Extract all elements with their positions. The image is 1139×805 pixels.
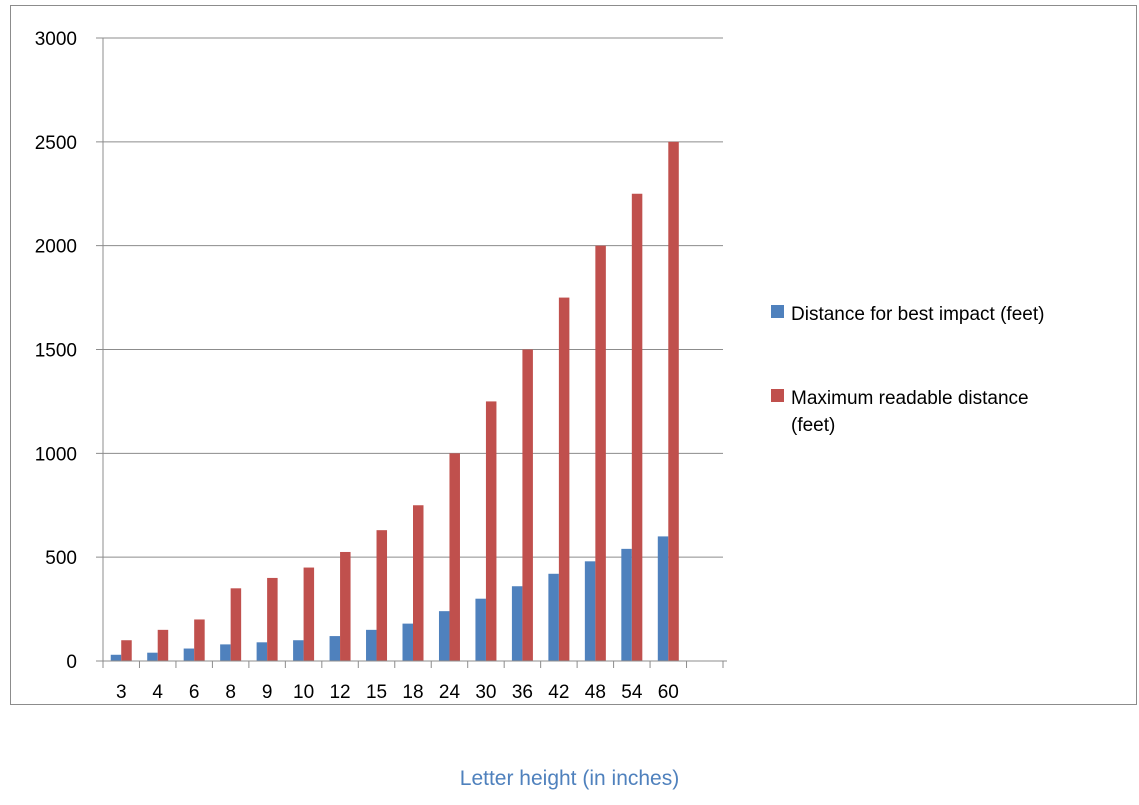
x-tick-label: 54 xyxy=(621,682,643,703)
legend-label-best-impact: Distance for best impact (feet) xyxy=(791,304,1044,325)
axes xyxy=(102,38,727,668)
y-tick-label: 1000 xyxy=(35,444,77,465)
bar-max-readable xyxy=(340,551,351,661)
bar-max-readable xyxy=(522,349,533,661)
x-tick-label: 30 xyxy=(475,682,496,703)
bar-best-impact xyxy=(475,598,486,661)
legend-swatch-max-readable xyxy=(771,389,784,402)
y-tick-label: 2500 xyxy=(35,133,77,154)
x-tick-label: 9 xyxy=(262,682,273,703)
x-tick-label: 48 xyxy=(585,682,606,703)
bar-best-impact xyxy=(621,548,632,661)
bar-max-readable xyxy=(303,567,315,661)
x-tick-label: 42 xyxy=(548,682,569,703)
bar-best-impact xyxy=(438,611,450,661)
bar-best-impact xyxy=(548,573,559,661)
bar-max-readable xyxy=(595,245,606,661)
bar-best-impact xyxy=(256,642,268,661)
x-tick-label: 15 xyxy=(366,682,387,703)
bar-best-impact xyxy=(147,652,158,661)
bars xyxy=(110,141,679,662)
x-tick-label: 3 xyxy=(116,682,127,703)
bar-best-impact xyxy=(293,640,304,661)
bar-best-impact xyxy=(110,654,122,661)
y-tick-label: 2000 xyxy=(35,237,77,258)
bar-max-readable xyxy=(631,193,643,661)
bar-best-impact xyxy=(402,623,413,661)
bar-max-readable xyxy=(485,401,497,661)
y-tick-label: 1500 xyxy=(35,341,77,362)
bar-max-readable xyxy=(558,297,570,661)
bar-best-impact xyxy=(366,629,377,661)
x-tick-label: 24 xyxy=(439,682,461,703)
bar-best-impact xyxy=(511,586,523,661)
bar-max-readable xyxy=(449,453,460,661)
x-tick-label: 8 xyxy=(225,682,236,703)
bar-best-impact xyxy=(220,644,231,661)
x-axis-title: Letter height (in inches) xyxy=(459,767,680,790)
y-tick-label: 0 xyxy=(66,652,77,673)
x-tick-labels: 3 4 6 8 9 10 12 15 18 24 30 36 42 48 54 60 xyxy=(116,682,679,703)
bar-best-impact xyxy=(657,536,669,661)
bar-max-readable xyxy=(376,530,388,661)
legend: Distance for best impact (feet) Maximum r… xyxy=(771,304,1044,436)
bar-max-readable xyxy=(230,588,242,661)
bar-max-readable xyxy=(121,640,132,661)
x-tick-label: 12 xyxy=(329,682,350,703)
legend-swatch-best-impact xyxy=(771,305,784,318)
bar-max-readable xyxy=(668,141,679,662)
legend-label-line: Maximum readable distance xyxy=(791,388,1029,409)
legend-label-line: (feet) xyxy=(791,415,835,436)
bar-best-impact xyxy=(329,636,341,661)
y-tick-label: 3000 xyxy=(35,29,77,50)
x-tick-label: 60 xyxy=(658,682,679,703)
bar-best-impact xyxy=(183,648,195,661)
bar-best-impact xyxy=(584,561,596,661)
bar-max-readable xyxy=(267,577,278,661)
y-tick-labels: 0 500 1000 1500 2000 2500 3000 xyxy=(35,29,77,673)
x-tick-label: 10 xyxy=(293,682,314,703)
x-tick-label: 4 xyxy=(152,682,163,703)
bar-max-readable xyxy=(413,505,424,661)
x-tick-label: 6 xyxy=(189,682,200,703)
x-tick-label: 18 xyxy=(402,682,423,703)
bar-max-readable xyxy=(194,619,205,661)
chart-frame xyxy=(10,5,1137,705)
legend-label-max-readable: Maximum readable distance (feet) xyxy=(791,388,1029,436)
x-tick-label: 36 xyxy=(512,682,533,703)
y-tick-label: 500 xyxy=(45,548,77,569)
bar-max-readable xyxy=(157,629,169,661)
